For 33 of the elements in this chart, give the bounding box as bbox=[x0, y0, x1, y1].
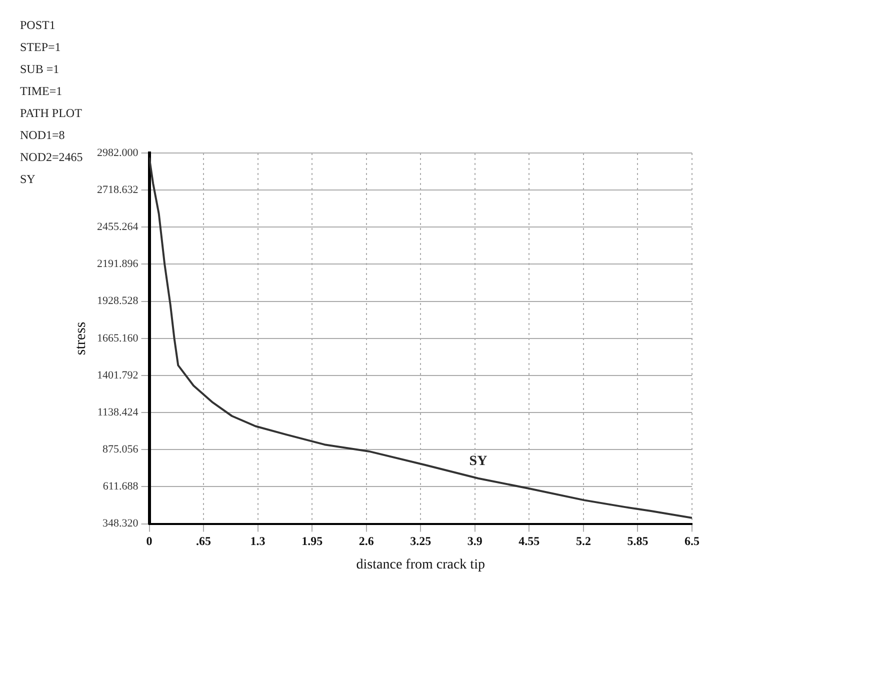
y-axis-title: stress bbox=[72, 322, 89, 356]
y-tick-label: 2191.896 bbox=[97, 258, 139, 270]
x-tick-label: 2.6 bbox=[358, 534, 374, 548]
x-tick-label: 0 bbox=[146, 534, 152, 548]
x-tick-label: 1.95 bbox=[302, 534, 323, 548]
y-tick-label: 1665.160 bbox=[97, 332, 139, 344]
y-tick-label: 348.320 bbox=[102, 518, 139, 530]
text: POST1 bbox=[20, 18, 56, 32]
text: NOD1=8 bbox=[20, 128, 65, 142]
x-tick-label: 3.9 bbox=[467, 534, 482, 548]
text: SY bbox=[20, 172, 36, 186]
x-tick-label: 5.85 bbox=[627, 534, 648, 548]
x-axis-title: distance from crack tip bbox=[356, 557, 485, 572]
series-label: SY bbox=[469, 454, 488, 469]
x-tick-label: 4.55 bbox=[518, 534, 540, 548]
y-tick-label: 1401.792 bbox=[97, 369, 138, 382]
text: SUB =1 bbox=[20, 62, 60, 76]
text: NOD2=2465 bbox=[20, 150, 83, 164]
text: TIME=1 bbox=[20, 84, 62, 98]
x-tick-label: 5.2 bbox=[576, 534, 591, 548]
text: PATH PLOT bbox=[20, 106, 83, 120]
y-tick-label: 1928.528 bbox=[97, 295, 139, 308]
y-tick-label: 875.056 bbox=[102, 444, 139, 456]
x-tick-label: 3.25 bbox=[410, 534, 432, 548]
y-tick-label: 611.688 bbox=[102, 480, 139, 493]
x-tick-label: .65 bbox=[196, 534, 212, 548]
x-tick-label: 1.3 bbox=[250, 534, 266, 548]
y-tick-label: 2718.632 bbox=[97, 184, 138, 196]
y-tick-label: 1138.424 bbox=[97, 406, 139, 418]
x-tick-label: 6.5 bbox=[684, 534, 700, 548]
y-tick-label: 2982.000 bbox=[97, 146, 139, 159]
text: STEP=1 bbox=[20, 40, 61, 54]
y-tick-label: 2455.264 bbox=[97, 221, 139, 234]
